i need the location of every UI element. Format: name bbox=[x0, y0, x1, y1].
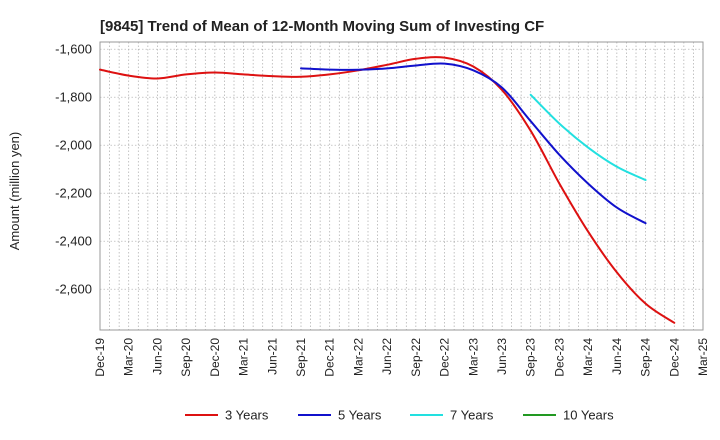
series-line-7-years bbox=[529, 93, 647, 181]
legend-label-7-years: 7 Years bbox=[450, 408, 494, 423]
x-tick-label: Sep-22 bbox=[409, 338, 423, 377]
x-tick-label: Dec-22 bbox=[438, 338, 452, 377]
x-tick-label: Jun-20 bbox=[150, 338, 164, 375]
x-tick-label: Dec-21 bbox=[323, 338, 337, 377]
series-line-5-years bbox=[300, 62, 647, 225]
x-tick-label: Sep-23 bbox=[524, 338, 538, 377]
grid bbox=[99, 42, 704, 330]
x-tick-label: Dec-20 bbox=[208, 338, 222, 377]
y-axis-ticks: -1,600 -1,800 -2,000 -2,200 -2,400 -2,600 bbox=[55, 42, 92, 297]
y-tick-label: -2,400 bbox=[55, 234, 92, 249]
x-tick-label: Jun-24 bbox=[610, 338, 624, 375]
x-tick-label: Sep-24 bbox=[639, 338, 653, 377]
y-tick-label: -1,800 bbox=[55, 90, 92, 105]
legend-label-10-years: 10 Years bbox=[563, 408, 614, 423]
x-tick-label: Sep-20 bbox=[179, 338, 193, 377]
legend-label-5-years: 5 Years bbox=[338, 408, 382, 423]
legend: 3 Years 5 Years 7 Years 10 Years bbox=[185, 408, 614, 423]
x-tick-label: Jun-22 bbox=[380, 338, 394, 375]
x-tick-label: Mar-23 bbox=[466, 338, 480, 376]
x-tick-label: Mar-22 bbox=[351, 338, 365, 376]
y-tick-label: -2,000 bbox=[55, 138, 92, 153]
y-tick-label: -2,600 bbox=[55, 282, 92, 297]
x-tick-label: Dec-19 bbox=[93, 338, 107, 377]
x-tick-label: Dec-23 bbox=[552, 338, 566, 377]
y-axis-label: Amount (million yen) bbox=[7, 132, 22, 251]
x-axis-ticks: Dec-19 Mar-20 Jun-20 Sep-20 Dec-20 Mar-21 Jun-… bbox=[93, 338, 710, 377]
x-tick-label: Jun-21 bbox=[265, 338, 279, 375]
x-tick-label: Jun-23 bbox=[495, 338, 509, 375]
plot-frame bbox=[99, 41, 704, 331]
y-tick-label: -2,200 bbox=[55, 186, 92, 201]
x-tick-label: Sep-21 bbox=[294, 338, 308, 377]
x-tick-label: Mar-20 bbox=[122, 338, 136, 376]
x-tick-label: Mar-25 bbox=[696, 338, 710, 376]
legend-label-3-years: 3 Years bbox=[225, 408, 269, 423]
x-tick-label: Dec-24 bbox=[667, 338, 681, 377]
series-lines bbox=[99, 56, 676, 324]
y-tick-label: -1,600 bbox=[55, 42, 92, 57]
series-line-3-years bbox=[99, 56, 676, 324]
x-tick-label: Mar-21 bbox=[237, 338, 251, 376]
x-tick-label: Mar-24 bbox=[581, 338, 595, 376]
chart-title: [9845] Trend of Mean of 12-Month Moving … bbox=[100, 18, 544, 35]
